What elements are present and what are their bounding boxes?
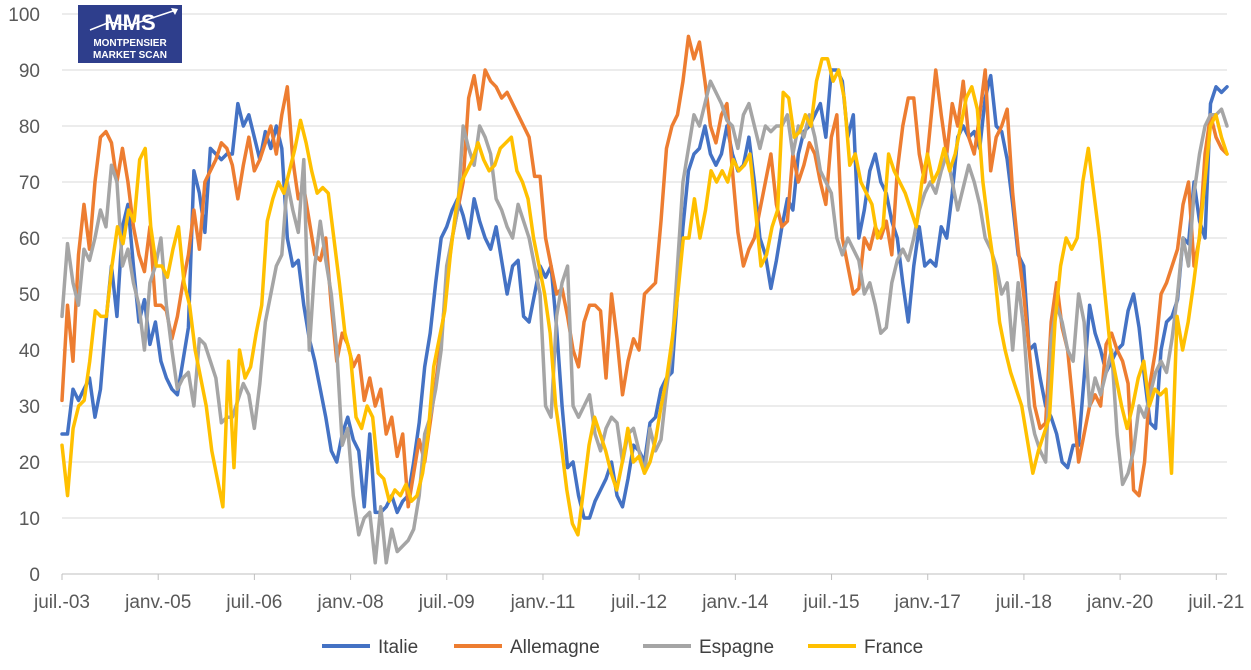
legend-label: Allemagne: [510, 637, 600, 658]
logo-background: [78, 5, 182, 63]
y-tick-label: 80: [19, 117, 40, 138]
x-tick-label: janv.-14: [701, 592, 769, 613]
logo-line1: MONTPENSIER: [93, 38, 167, 49]
logo-arrow-head-icon: [171, 8, 178, 15]
y-tick-label: 90: [19, 61, 40, 82]
y-tick-label: 10: [19, 509, 40, 530]
x-axis: [61, 573, 1227, 580]
series-line-france: [60, 57, 1229, 537]
x-tick-label: janv.-05: [124, 592, 191, 613]
series-line-allemagne: [60, 34, 1229, 509]
x-tick-labels: juil.-03 janv.-05 juil.-06 janv.-08 juil.-09…: [33, 592, 1244, 613]
x-tick-label: juil.-06: [225, 592, 282, 613]
x-tick-label: janv.-17: [894, 592, 961, 613]
legend-label: Italie: [378, 637, 418, 658]
y-tick-label: 0: [29, 565, 40, 586]
logo-mark: MMS: [104, 10, 155, 35]
x-tick-label: janv.-08: [316, 592, 383, 613]
y-tick-label: 50: [19, 285, 40, 306]
legend: Italie Allemagne Espagne France: [322, 637, 923, 658]
y-tick-label: 60: [19, 229, 40, 250]
x-tick-label: juil.-09: [418, 592, 475, 613]
x-tick-label: juil.-03: [33, 592, 90, 613]
x-tick-label: juil.-12: [610, 592, 667, 613]
x-tick-label: janv.-20: [1086, 592, 1153, 613]
y-tick-label: 40: [19, 341, 40, 362]
y-tick-labels: 0 10 20 30 40 50 60 70 80 90 100: [8, 5, 40, 586]
y-tick-label: 30: [19, 397, 40, 418]
series-line-espagne: [60, 79, 1229, 565]
x-tick-label: janv.-11: [510, 592, 576, 613]
mms-logo: MMS MONTPENSIER MARKET SCAN: [78, 5, 182, 63]
legend-label: France: [864, 637, 923, 658]
legend-label: Espagne: [699, 637, 774, 658]
y-tick-label: 70: [19, 173, 40, 194]
x-tick-label: juil.-21: [1187, 592, 1244, 613]
logo-line2: MARKET SCAN: [93, 50, 167, 61]
logo-trend-arrow-icon: [89, 9, 177, 31]
y-tick-label: 100: [8, 5, 40, 26]
y-tick-label: 20: [19, 453, 40, 474]
x-tick-label: juil.-15: [803, 592, 860, 613]
x-tick-label: juil.-18: [995, 592, 1052, 613]
series-lines: [60, 34, 1229, 565]
